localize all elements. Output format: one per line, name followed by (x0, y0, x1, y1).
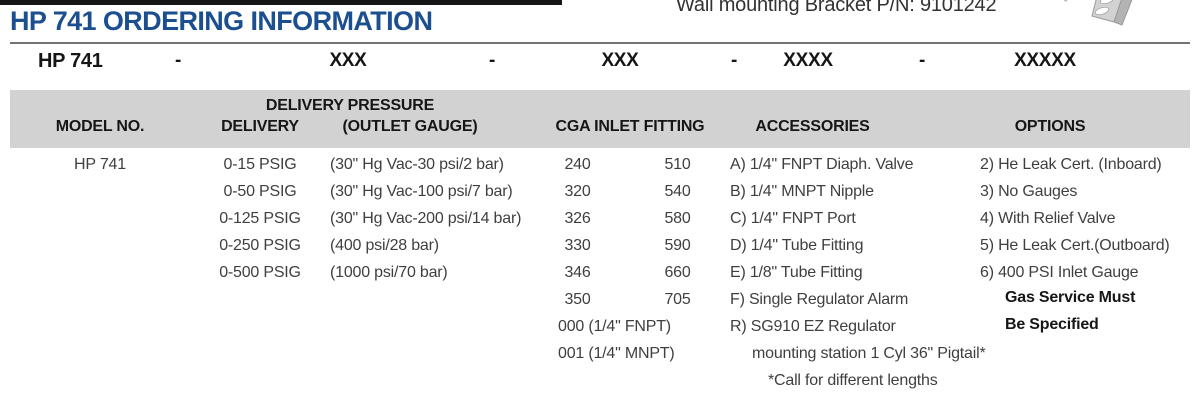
cga-number: 240 (564, 156, 591, 173)
empty-cell (190, 367, 330, 394)
option-item: 4) With Relief Valve (980, 210, 1116, 227)
order-code-xxxx-accessories: XXXX (783, 50, 833, 71)
accessory-item: R) SG910 EZ Regulator (730, 318, 896, 335)
option-item: 5) He Leak Cert.(Outboard) (980, 237, 1170, 254)
order-code-model: HP 741 (38, 50, 103, 72)
cga-number: 330 (564, 237, 591, 254)
empty-cell (10, 313, 190, 340)
options-note-line2: Be Specified (1005, 316, 1099, 333)
empty-cell (10, 205, 190, 232)
cga-number: 705 (664, 291, 691, 308)
cga-number: 350 (564, 291, 591, 308)
empty-cell (950, 340, 1190, 367)
order-code-dash: - (174, 50, 182, 71)
order-code-xxx-delivery: XXX (329, 50, 367, 71)
cga-number: 320 (564, 183, 591, 200)
empty-cell (950, 367, 1190, 394)
empty-cell (10, 259, 190, 286)
cga-number: 346 (564, 264, 591, 281)
delivery-range: 0-500 PSIG (219, 264, 301, 281)
empty-cell (190, 313, 330, 340)
accessory-continuation: mounting station 1 Cyl 36" Pigtail* (752, 345, 986, 362)
column-header-outlet-gauge: (OUTLET GAUGE) (342, 118, 478, 135)
delivery-range: 0-250 PSIG (219, 237, 301, 254)
column-header-cga-inlet-fitting: CGA INLET FITTING (555, 118, 705, 135)
accessory-item: D) 1/4" Tube Fitting (730, 237, 864, 254)
accessory-item: B) 1/4" MNPT Nipple (730, 183, 874, 200)
model-no-value: HP 741 (74, 156, 126, 173)
table-row: 0-500 PSIG (1000 psi/70 bar) 346 660 E) … (10, 259, 1190, 286)
delivery-range: 0-50 PSIG (223, 183, 297, 200)
empty-cell (330, 367, 530, 394)
column-header-options: OPTIONS (1014, 118, 1086, 135)
column-header-accessories: ACCESSORIES (755, 118, 870, 135)
cga-number: 540 (664, 183, 691, 200)
accessory-item: C) 1/4" FNPT Port (730, 210, 856, 227)
cga-number: 580 (664, 210, 691, 227)
empty-cell (10, 340, 190, 367)
options-note-line1: Gas Service Must (1005, 289, 1136, 306)
table-body: HP 741 0-15 PSIG (30" Hg Vac-30 psi/2 ba… (10, 151, 1190, 394)
empty-cell (530, 367, 730, 394)
empty-cell (330, 286, 530, 313)
top-black-bar (0, 0, 562, 5)
table-row: 0-125 PSIG (30" Hg Vac-200 psi/14 bar) 3… (10, 205, 1190, 232)
accessory-footnote: *Call for different lengths (768, 372, 938, 389)
option-item: 3) No Gauges (980, 183, 1078, 200)
order-code-xxx-cga: XXX (601, 50, 639, 71)
empty-cell (330, 340, 530, 367)
accessory-item: E) 1/8" Tube Fitting (730, 264, 863, 281)
order-code-xxxxx-options: XXXXX (1014, 50, 1076, 71)
empty-cell (10, 367, 190, 394)
column-header-row: MODEL NO. DELIVERY (OUTLET GAUGE) CGA IN… (10, 118, 1190, 136)
order-code-row: HP 741 - XXX - XXX - XXXX - XXXXX (0, 50, 1200, 84)
table-row: 000 (1/4" FNPT) R) SG910 EZ Regulator Be… (10, 313, 1190, 340)
empty-cell (10, 97, 190, 115)
empty-cell (330, 313, 530, 340)
delivery-range: 0-15 PSIG (223, 156, 297, 173)
table-row: 0-50 PSIG (30" Hg Vac-100 psi/7 bar) 320… (10, 178, 1190, 205)
column-header-delivery: DELIVERY (221, 118, 299, 135)
wall-bracket-part-number: Wall mounting Bracket P/N: 9101242 (676, 0, 997, 16)
outlet-gauge-value: (1000 psi/70 bar) (330, 264, 448, 281)
accessory-item: A) 1/4" FNPT Diaph. Valve (730, 156, 914, 173)
outlet-gauge-value: (30" Hg Vac-30 psi/2 bar) (330, 156, 504, 173)
table-row: 001 (1/4" MNPT) mounting station 1 Cyl 3… (10, 340, 1190, 367)
order-code-dash: - (488, 50, 496, 71)
column-header-model-no: MODEL NO. (55, 118, 145, 135)
order-code-dash: - (730, 50, 738, 71)
cga-fitting-single: 001 (1/4" MNPT) (558, 345, 675, 362)
table-row: 0-250 PSIG (400 psi/28 bar) 330 590 D) 1… (10, 232, 1190, 259)
group-header-row: DELIVERY PRESSURE (10, 90, 1190, 115)
option-item: 2) He Leak Cert. (Inboard) (980, 156, 1162, 173)
accessory-item: F) Single Regulator Alarm (730, 291, 909, 308)
empty-cell (10, 178, 190, 205)
table-header-band: DELIVERY PRESSURE MODEL NO. DELIVERY (OU… (10, 90, 1190, 148)
cga-number: 590 (664, 237, 691, 254)
empty-cell (190, 340, 330, 367)
outlet-gauge-value: (400 psi/28 bar) (330, 237, 439, 254)
cga-fitting-single: 000 (1/4" FNPT) (558, 318, 671, 335)
wall-mounting-bracket-image (1063, 0, 1133, 26)
title-divider-rule (10, 42, 1190, 44)
delivery-range: 0-125 PSIG (219, 210, 301, 227)
group-header-delivery-pressure: DELIVERY PRESSURE (265, 97, 435, 114)
page-title: HP 741 ORDERING INFORMATION (10, 6, 433, 36)
table-row: *Call for different lengths (10, 367, 1190, 394)
table-row: 350 705 F) Single Regulator Alarm Gas Se… (10, 286, 1190, 313)
empty-cell (10, 286, 190, 313)
option-item: 6) 400 PSI Inlet Gauge (980, 264, 1139, 281)
table-row: HP 741 0-15 PSIG (30" Hg Vac-30 psi/2 ba… (10, 151, 1190, 178)
order-code-dash: - (918, 50, 926, 71)
empty-cell (190, 286, 330, 313)
cga-number: 510 (664, 156, 691, 173)
outlet-gauge-value: (30" Hg Vac-200 psi/14 bar) (330, 210, 522, 227)
empty-cell (10, 232, 190, 259)
outlet-gauge-value: (30" Hg Vac-100 psi/7 bar) (330, 183, 513, 200)
cga-number: 326 (564, 210, 591, 227)
cga-number: 660 (664, 264, 691, 281)
